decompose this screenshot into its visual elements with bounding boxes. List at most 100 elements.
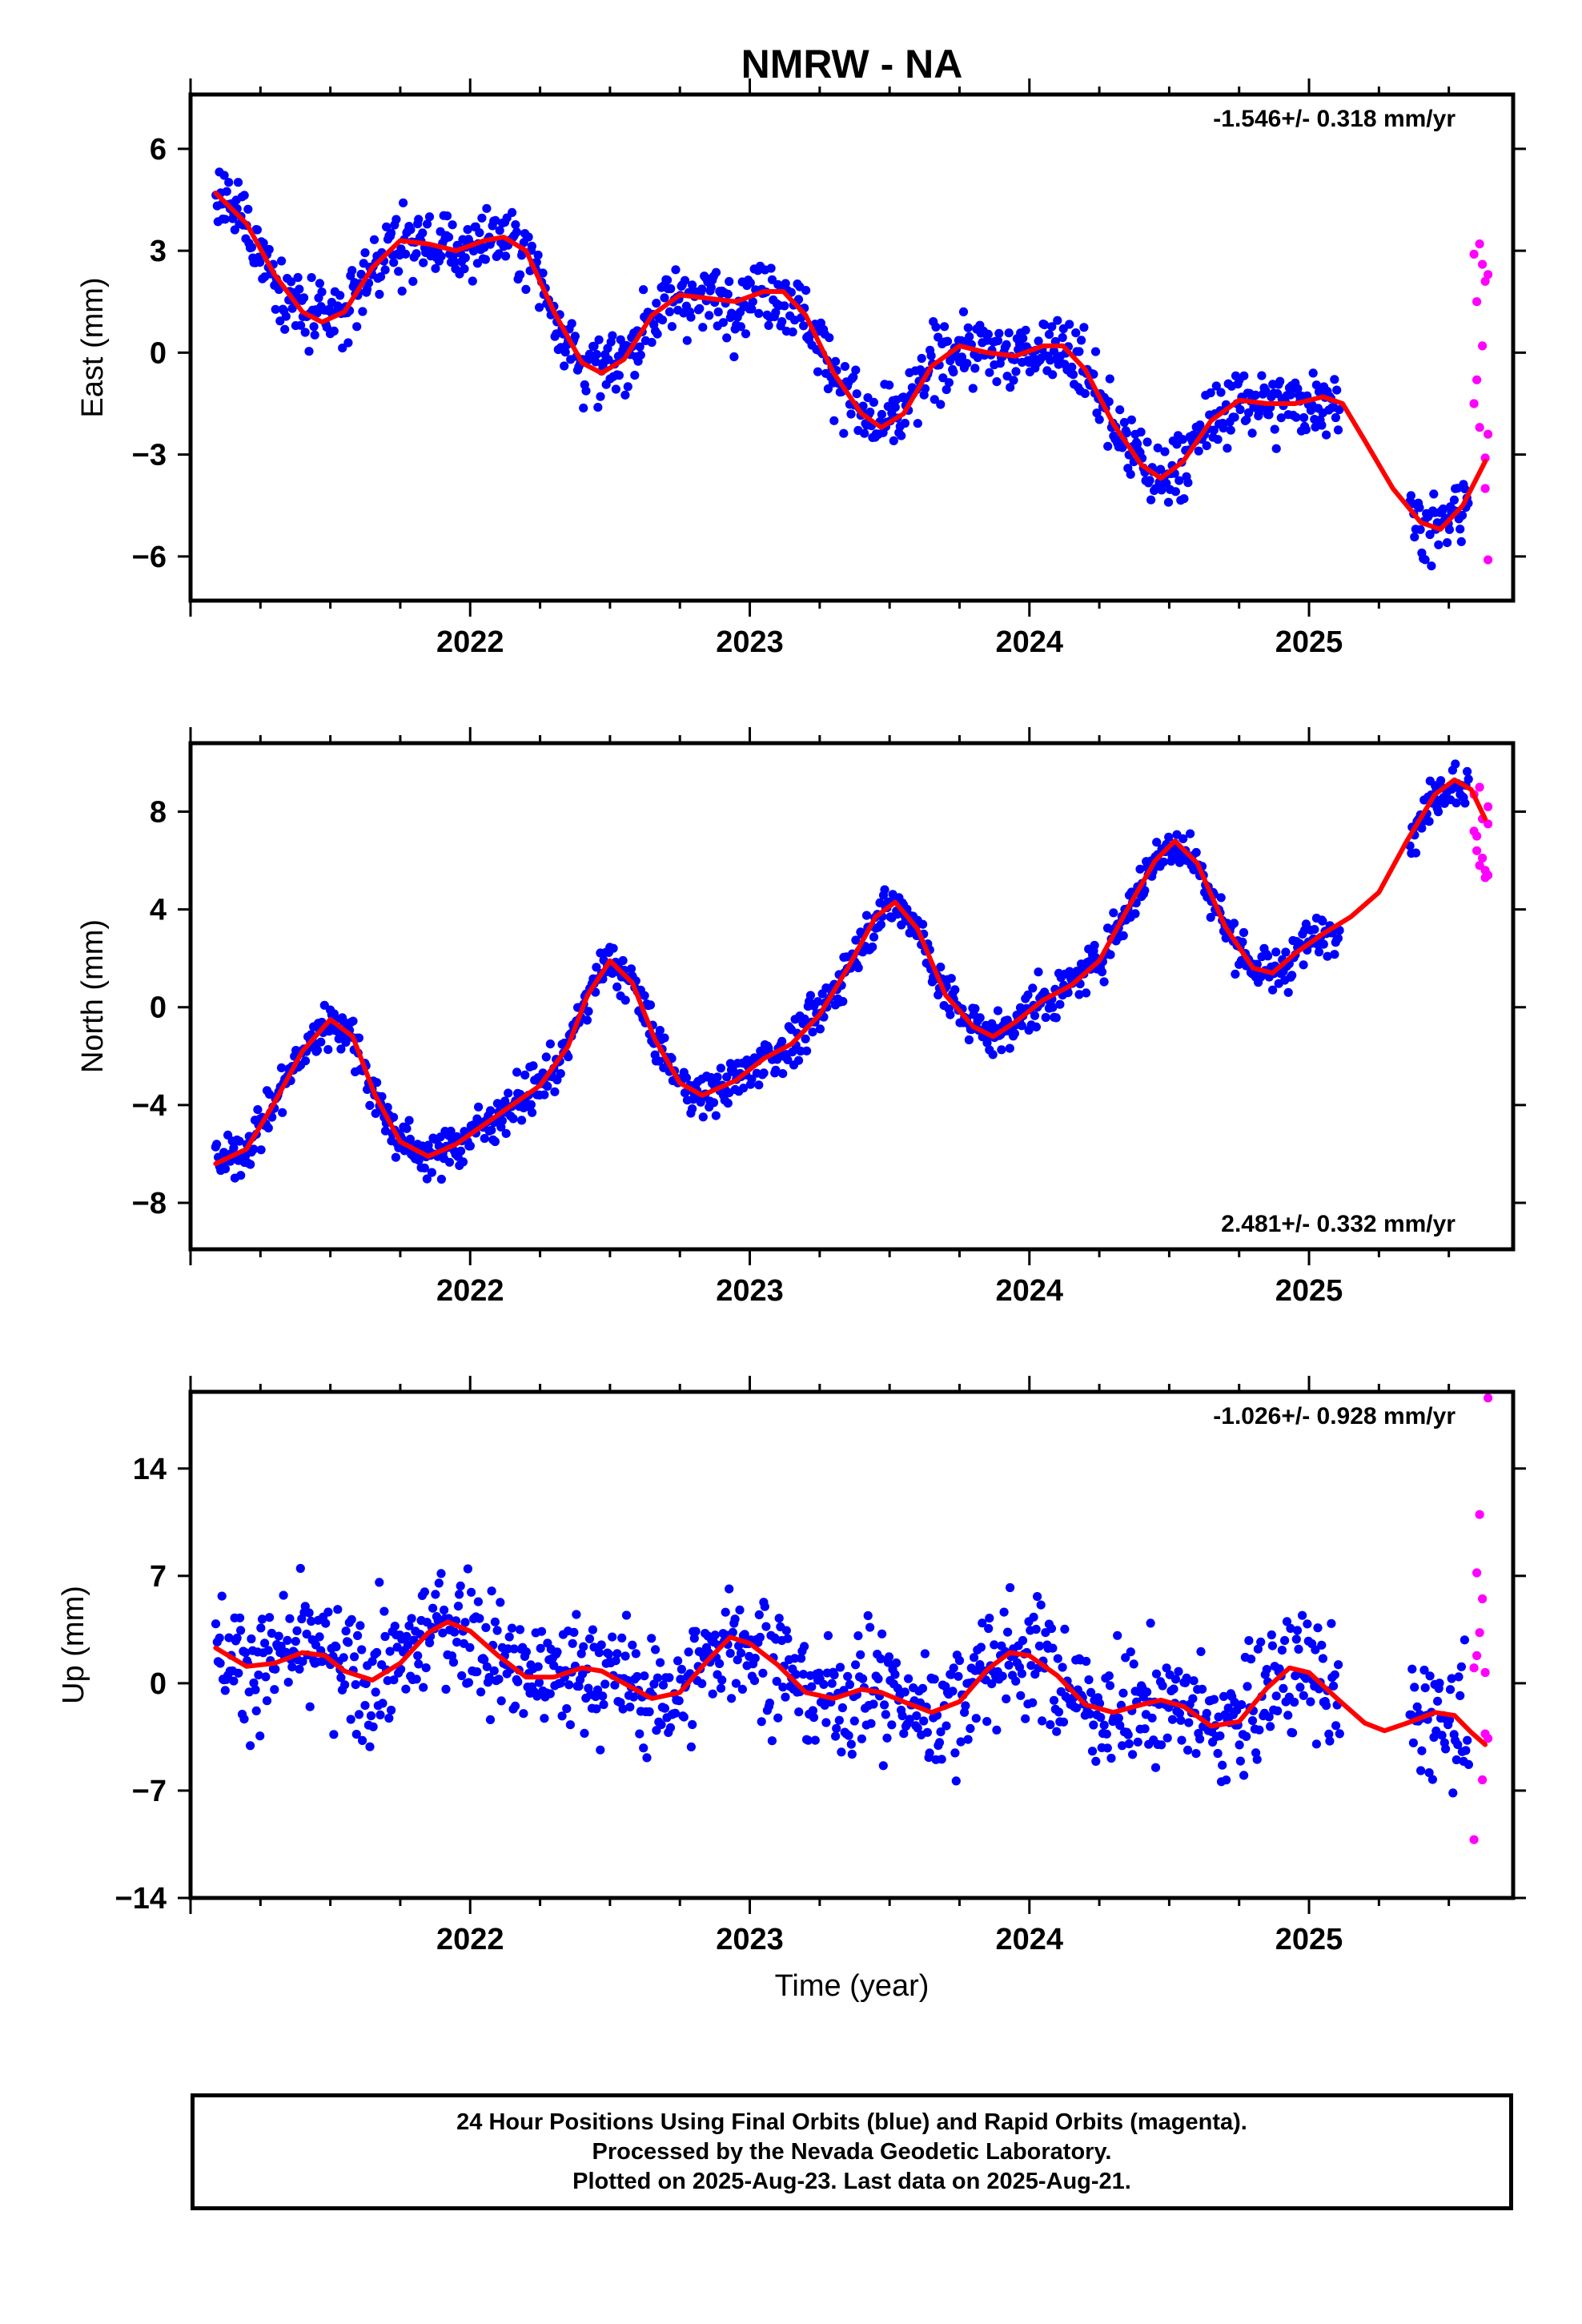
up-y-tick-label: −7 <box>132 1775 167 1808</box>
east-final-point <box>865 407 875 417</box>
north-final-point <box>1231 969 1240 979</box>
east-final-point <box>926 351 936 360</box>
up-final-point <box>1235 1756 1245 1766</box>
up-final-point <box>1456 1691 1465 1700</box>
north-final-point <box>1318 916 1327 926</box>
up-final-point <box>1157 1740 1166 1750</box>
east-final-point <box>831 356 841 366</box>
east-final-point <box>277 256 287 266</box>
east-final-point <box>369 235 379 244</box>
north-final-point <box>371 1108 380 1118</box>
north-x-tick-label: 2023 <box>716 1274 784 1308</box>
north-final-point <box>508 1114 518 1124</box>
east-final-point <box>460 264 469 274</box>
east-final-point <box>1156 464 1166 474</box>
up-final-point <box>790 1654 800 1663</box>
east-final-point <box>579 403 588 413</box>
north-final-point <box>608 943 618 953</box>
east-final-point <box>1126 469 1135 479</box>
east-final-point <box>1410 533 1419 542</box>
east-final-point <box>501 251 511 261</box>
east-final-point <box>304 347 314 356</box>
up-final-point <box>721 1607 730 1617</box>
east-final-point <box>1163 497 1174 507</box>
up-final-point <box>379 1606 389 1616</box>
up-final-point <box>1189 1676 1199 1686</box>
up-final-point <box>1147 1713 1157 1723</box>
north-final-point <box>263 1123 273 1133</box>
north-final-point <box>759 1068 769 1078</box>
east-final-point <box>1119 417 1129 428</box>
east-final-point <box>1065 320 1074 329</box>
east-final-point <box>1456 525 1465 534</box>
up-final-point <box>990 1640 999 1650</box>
east-final-point <box>1230 412 1239 422</box>
north-final-point <box>645 1000 656 1010</box>
up-final-point <box>384 1713 394 1723</box>
up-final-point <box>976 1642 986 1652</box>
north-final-point <box>868 942 877 952</box>
east-final-point <box>1216 388 1226 397</box>
north-final-point <box>716 1063 726 1073</box>
up-final-point <box>1213 1748 1223 1759</box>
east-final-point <box>962 359 972 368</box>
up-final-point <box>749 1676 760 1686</box>
up-final-point <box>594 1648 604 1658</box>
up-final-point <box>1085 1709 1094 1719</box>
up-final-point <box>409 1635 419 1645</box>
east-final-point <box>1090 347 1101 356</box>
up-final-point <box>794 1707 804 1717</box>
up-final-point <box>1464 1759 1473 1769</box>
north-final-point <box>556 1069 565 1079</box>
up-final-point <box>845 1679 854 1690</box>
up-rapid-point <box>1484 1734 1493 1743</box>
east-final-point <box>243 204 253 214</box>
east-final-point <box>356 269 366 279</box>
up-final-point <box>1331 1721 1341 1731</box>
east-final-point <box>296 320 306 330</box>
up-final-point <box>620 1651 630 1661</box>
up-final-point <box>1133 1737 1142 1747</box>
east-final-point <box>1211 381 1221 391</box>
north-y-tick-label: −4 <box>132 1089 167 1123</box>
up-final-point <box>951 1776 961 1786</box>
east-final-point <box>858 401 868 411</box>
north-final-point <box>220 1164 231 1174</box>
east-final-point <box>247 243 256 252</box>
north-final-point <box>1460 798 1470 808</box>
north-final-point <box>1118 931 1128 940</box>
up-final-point <box>521 1647 532 1657</box>
up-final-point <box>1162 1663 1171 1673</box>
north-final-point <box>739 1084 749 1093</box>
north-final-point <box>936 963 946 972</box>
up-final-point <box>674 1696 684 1706</box>
up-final-point <box>1106 1753 1116 1763</box>
up-final-point <box>329 1730 339 1739</box>
up-final-point <box>1054 1707 1064 1717</box>
up-final-point <box>455 1590 464 1599</box>
up-final-point <box>625 1703 635 1712</box>
up-final-point <box>1029 1612 1038 1622</box>
north-x-tick-label: 2024 <box>996 1274 1064 1308</box>
north-final-point <box>964 1035 974 1045</box>
up-final-point <box>584 1634 595 1643</box>
east-final-point <box>1219 423 1228 433</box>
up-final-point <box>827 1679 837 1688</box>
up-final-point <box>1006 1582 1015 1593</box>
up-final-point <box>808 1706 818 1715</box>
east-final-point <box>840 362 849 372</box>
up-final-point <box>247 1634 256 1644</box>
east-final-point <box>938 373 948 383</box>
up-final-point <box>305 1702 315 1711</box>
up-final-point <box>846 1739 856 1749</box>
up-final-point <box>676 1675 685 1684</box>
east-final-point <box>718 318 729 328</box>
east-final-point <box>1449 495 1459 505</box>
up-final-point <box>504 1632 514 1642</box>
east-final-point <box>889 436 898 446</box>
up-final-point <box>652 1673 663 1683</box>
east-final-point <box>1209 425 1219 435</box>
up-final-point <box>730 1614 740 1624</box>
east-final-point <box>963 323 973 332</box>
up-final-point <box>536 1626 547 1636</box>
